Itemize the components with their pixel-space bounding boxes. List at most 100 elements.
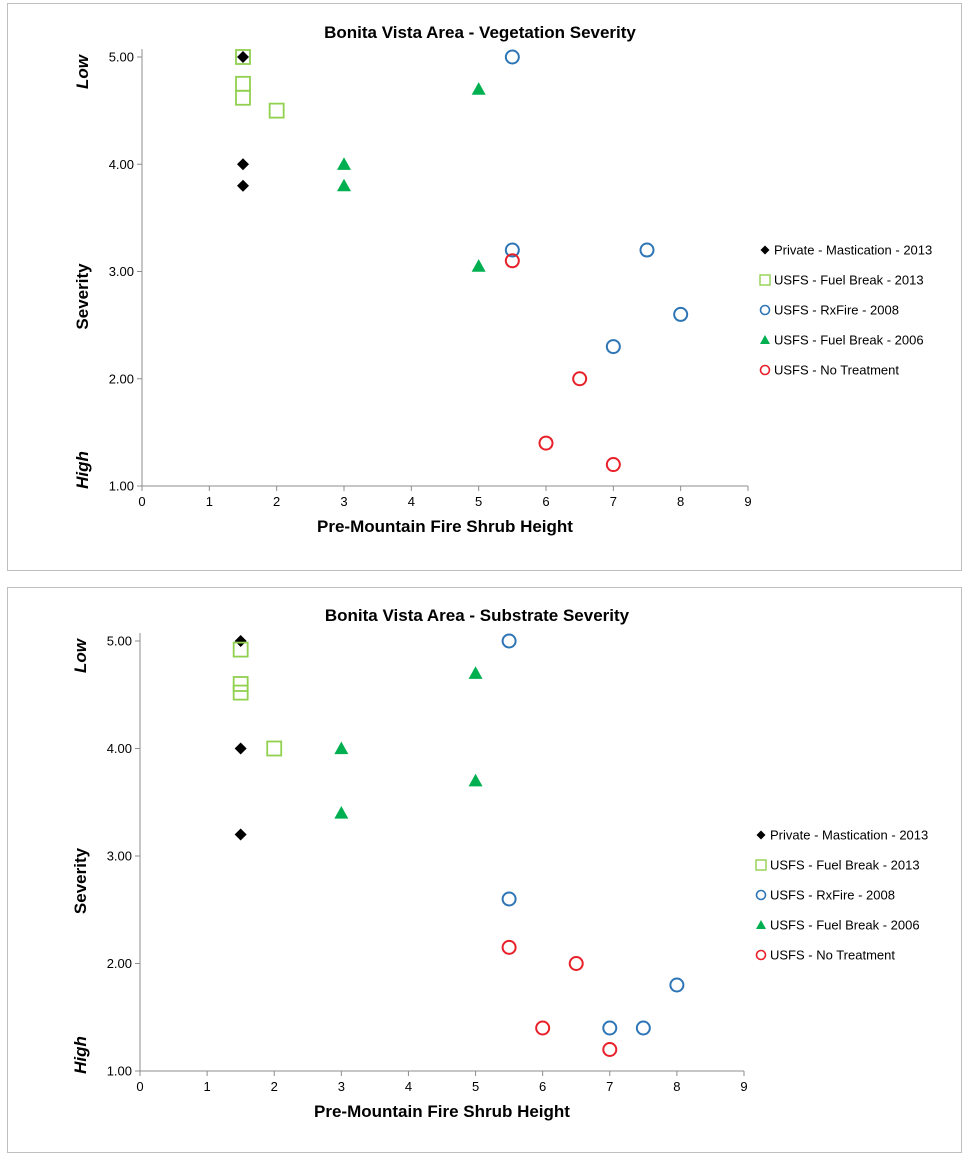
y-band-label-low: Low [73,53,92,89]
x-tick-label: 6 [542,494,549,509]
legend-item: USFS - RxFire - 2008 [755,888,895,903]
x-tick-label: 7 [610,494,617,509]
x-axis-label: Pre-Mountain Fire Shrub Height [314,1102,570,1121]
data-point [235,75,251,92]
y-tick-label: 1.00 [107,1064,132,1079]
legend-item: USFS - Fuel Break - 2013 [759,273,924,288]
legend-marker [756,920,766,929]
y-tick-label: 4.00 [109,157,134,172]
data-point [501,891,517,907]
chart-title: Bonita Vista Area - Vegetation Severity [324,23,636,42]
x-axis-label: Pre-Mountain Fire Shrub Height [317,517,573,536]
data-point [334,741,349,755]
data-point [237,179,249,192]
data-point [237,158,249,171]
x-tick-label: 2 [271,1079,278,1094]
data-point [535,1020,551,1036]
data-point [468,666,483,679]
x-tick-label: 3 [340,494,347,509]
y-tick-label: 5.00 [107,634,132,649]
legend-item: Private - Mastication - 2013 [756,828,928,843]
series-0 [237,51,249,192]
data-point [538,435,554,451]
data-point [568,956,584,971]
legend-label: USFS - Fuel Break - 2013 [774,273,924,288]
vegetation-severity-chart: Bonita Vista Area - Vegetation Severity 1… [73,23,932,536]
legend-label: USFS - RxFire - 2008 [770,888,895,903]
data-point [337,178,351,192]
legend-marker [759,364,771,376]
data-point [235,49,251,65]
y-tick-label: 4.00 [107,741,132,756]
x-tick-label: 6 [539,1079,546,1094]
data-point [501,633,517,649]
data-point [471,82,486,95]
legend-marker [760,245,770,255]
data-point [673,306,689,322]
x-tick-label: 1 [206,494,213,509]
series-1 [235,49,285,119]
x-tick-label: 9 [744,494,751,509]
legend-label: Private - Mastication - 2013 [774,243,932,258]
legend-item: USFS - No Treatment [759,363,899,378]
data-point [669,977,685,993]
data-point [232,676,249,692]
x-tick-label: 1 [203,1079,210,1094]
x-tick-label: 8 [677,494,684,509]
y-axis-label: Severity [73,263,92,330]
data-point [234,635,247,647]
data-point [468,773,483,787]
legend: Private - Mastication - 2013 USFS - Fuel … [755,828,928,963]
series-4 [501,939,618,1057]
legend-item: USFS - RxFire - 2008 [759,303,899,318]
legend-item: USFS - Fuel Break - 2006 [760,333,924,348]
legend-label: USFS - No Treatment [774,363,899,378]
x-tick-label: 4 [405,1079,412,1094]
legend-marker [760,335,770,344]
data-point [504,253,520,269]
data-point [235,89,251,106]
legend: Private - Mastication - 2013 USFS - Fuel … [759,243,932,378]
legend-marker [755,859,767,871]
substrate-severity-chart-panel: Bonita Vista Area - Substrate Severity 1.… [7,587,962,1153]
legend-item: USFS - Fuel Break - 2013 [755,858,920,873]
legend-label: USFS - Fuel Break - 2006 [770,918,920,933]
data-point [268,102,285,119]
x-tick-label: 0 [136,1079,143,1094]
axes [137,49,749,491]
data-point [337,157,351,170]
x-tick-label: 9 [740,1079,747,1094]
legend-label: USFS - RxFire - 2008 [774,303,899,318]
chart-title: Bonita Vista Area - Substrate Severity [325,606,630,625]
data-point [234,742,247,755]
legend-marker [755,949,767,961]
legend-item: USFS - Fuel Break - 2006 [756,918,920,933]
substrate-severity-chart: Bonita Vista Area - Substrate Severity 1.… [71,606,928,1121]
x-tick-label: 5 [475,494,482,509]
data-point [266,740,283,757]
data-point [501,939,517,955]
y-tick-label: 2.00 [107,956,132,971]
data-point [232,641,249,658]
data-point [232,684,249,701]
data-point [605,457,621,473]
y-tick-label: 5.00 [109,50,134,65]
legend-label: USFS - Fuel Break - 2006 [774,333,924,348]
legend-label: Private - Mastication - 2013 [770,828,928,843]
y-band-label-low: Low [71,637,90,673]
data-point [602,1042,618,1057]
data-point [471,259,486,272]
axes [135,633,745,1076]
legend-label: USFS - No Treatment [770,948,895,963]
x-tick-label: 2 [273,494,280,509]
data-point [237,51,249,63]
x-tick-label: 5 [472,1079,479,1094]
legend-marker [759,274,771,286]
data-point [639,242,655,258]
series-3 [337,82,486,272]
legend-label: USFS - Fuel Break - 2013 [770,858,920,873]
x-tick-label: 8 [673,1079,680,1094]
data-point [635,1020,651,1036]
x-tick-label: 4 [408,494,415,509]
series-2 [504,49,689,355]
